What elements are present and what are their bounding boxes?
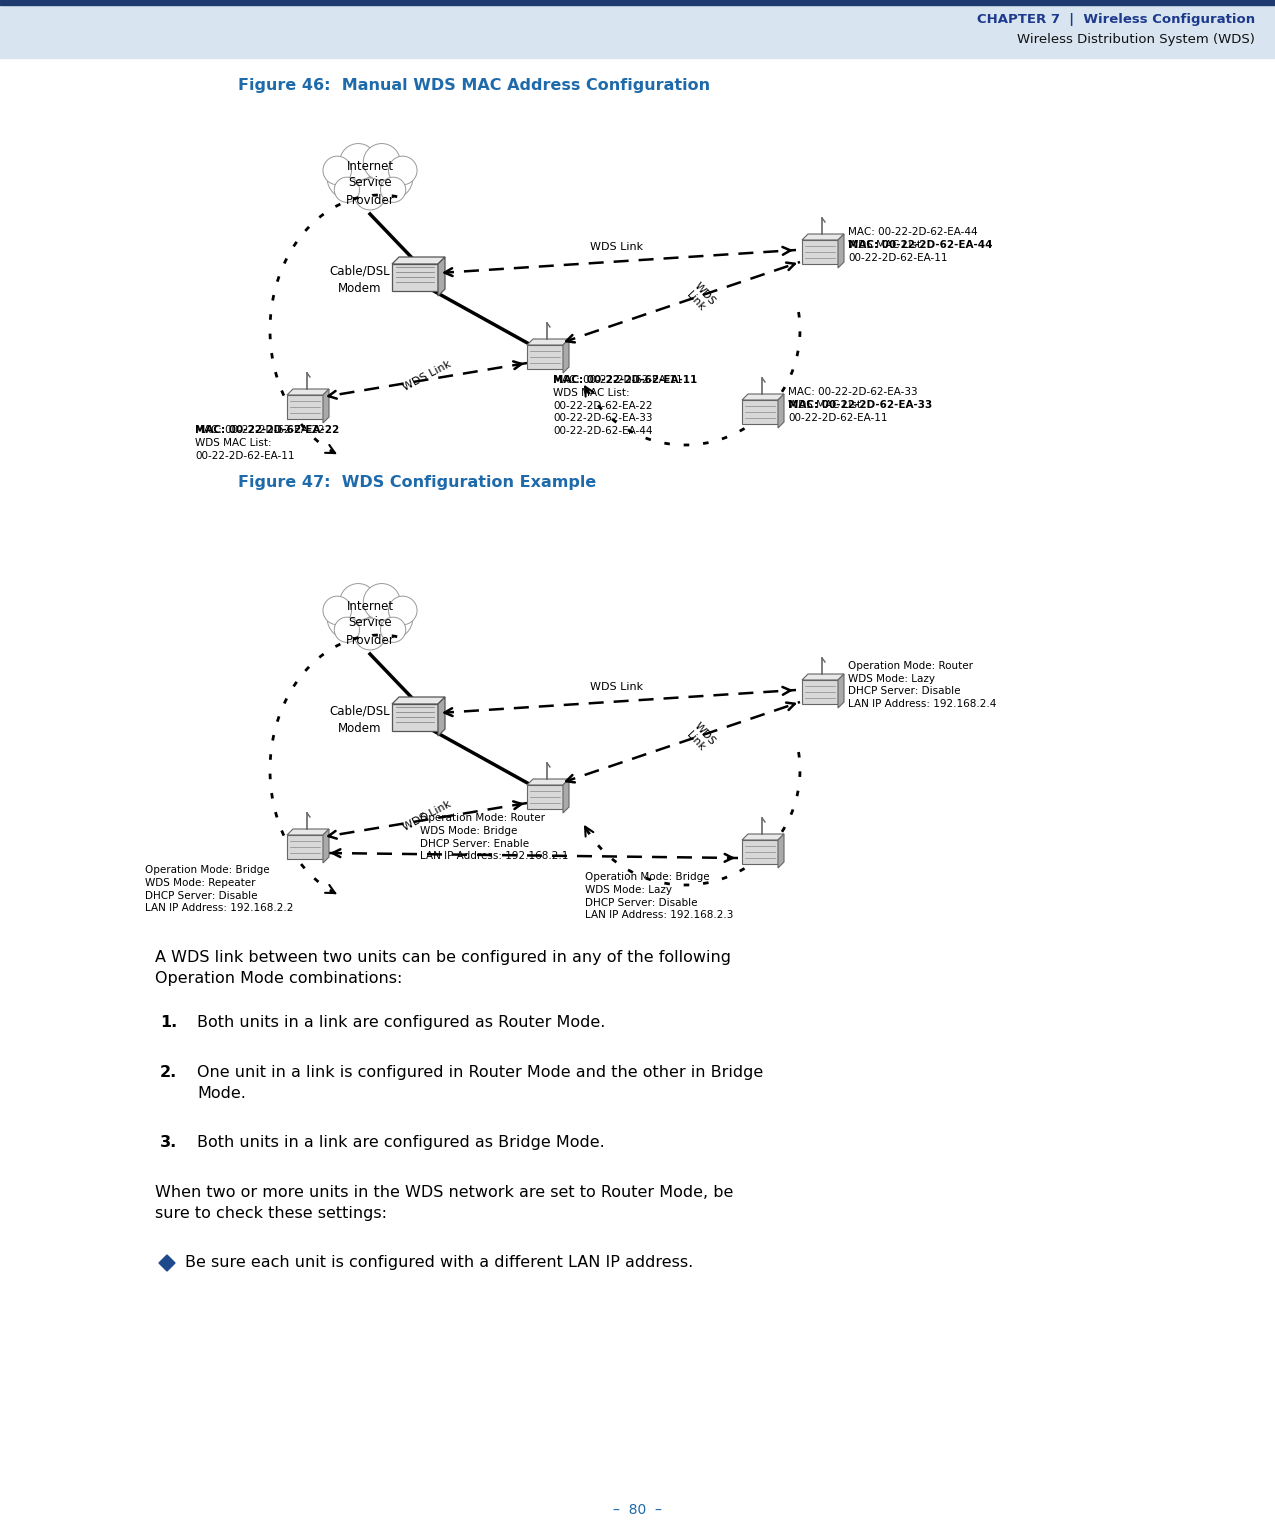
Text: MAC: 00-22-2D-62-EA-11
WDS MAC List:
00-22-2D-62-EA-22
00-22-2D-62-EA-33
00-22-2: MAC: 00-22-2D-62-EA-11 WDS MAC List: 00-… xyxy=(553,375,682,437)
Text: MAC: 00-22-2D-62-EA-22
WDS MAC List:
00-22-2D-62-EA-11: MAC: 00-22-2D-62-EA-22 WDS MAC List: 00-… xyxy=(195,424,325,461)
Polygon shape xyxy=(838,674,844,708)
Polygon shape xyxy=(439,697,445,735)
Text: 2.: 2. xyxy=(159,1065,177,1080)
Bar xyxy=(0,0,1275,58)
Text: Figure 47:  WDS Configuration Example: Figure 47: WDS Configuration Example xyxy=(238,475,597,490)
Text: 3.: 3. xyxy=(159,1135,177,1151)
Circle shape xyxy=(328,156,370,199)
Circle shape xyxy=(334,178,360,202)
Text: WDS
Link: WDS Link xyxy=(683,722,717,755)
Circle shape xyxy=(339,584,376,620)
Circle shape xyxy=(354,178,386,210)
Text: One unit in a link is configured in Router Mode and the other in Bridge
Mode.: One unit in a link is configured in Rout… xyxy=(198,1065,764,1102)
Bar xyxy=(0,0,1275,5)
Text: Figure 46:  Manual WDS MAC Address Configuration: Figure 46: Manual WDS MAC Address Config… xyxy=(238,78,710,93)
Text: WDS Link: WDS Link xyxy=(402,800,453,833)
Polygon shape xyxy=(564,339,569,372)
Text: When two or more units in the WDS network are set to Router Mode, be
sure to che: When two or more units in the WDS networ… xyxy=(156,1184,733,1221)
Polygon shape xyxy=(287,829,329,835)
Text: MAC: 00-22-2D-62-EA-11: MAC: 00-22-2D-62-EA-11 xyxy=(553,375,697,385)
Polygon shape xyxy=(391,257,445,264)
FancyBboxPatch shape xyxy=(391,264,439,291)
Text: A WDS link between two units can be configured in any of the following
Operation: A WDS link between two units can be conf… xyxy=(156,950,731,987)
Circle shape xyxy=(334,617,360,642)
Polygon shape xyxy=(527,339,569,345)
Text: WDS Link: WDS Link xyxy=(590,242,644,251)
Circle shape xyxy=(323,596,352,625)
Text: WDS Link: WDS Link xyxy=(402,358,453,392)
FancyBboxPatch shape xyxy=(527,345,564,369)
Text: CHAPTER 7  |  Wireless Configuration: CHAPTER 7 | Wireless Configuration xyxy=(977,14,1255,26)
Polygon shape xyxy=(564,778,569,813)
Circle shape xyxy=(339,144,376,181)
FancyBboxPatch shape xyxy=(287,395,323,418)
Text: Operation Mode: Router
WDS Mode: Bridge
DHCP Server: Enable
LAN IP Address: 192.: Operation Mode: Router WDS Mode: Bridge … xyxy=(419,813,569,861)
FancyBboxPatch shape xyxy=(742,400,778,424)
Polygon shape xyxy=(838,234,844,268)
FancyBboxPatch shape xyxy=(527,784,564,809)
Text: Cable/DSL
Modem: Cable/DSL Modem xyxy=(330,705,390,735)
Text: –  80  –: – 80 – xyxy=(612,1503,662,1517)
Circle shape xyxy=(344,590,397,642)
Circle shape xyxy=(380,178,405,202)
Circle shape xyxy=(344,150,397,202)
Polygon shape xyxy=(742,394,784,400)
Text: 1.: 1. xyxy=(159,1016,177,1030)
Text: Operation Mode: Router
WDS Mode: Lazy
DHCP Server: Disable
LAN IP Address: 192.1: Operation Mode: Router WDS Mode: Lazy DH… xyxy=(848,660,996,709)
Text: Operation Mode: Bridge
WDS Mode: Repeater
DHCP Server: Disable
LAN IP Address: 1: Operation Mode: Bridge WDS Mode: Repeate… xyxy=(145,866,293,913)
Polygon shape xyxy=(159,1255,175,1272)
Polygon shape xyxy=(287,389,329,395)
Circle shape xyxy=(389,156,417,185)
Text: Cable/DSL
Modem: Cable/DSL Modem xyxy=(330,265,390,296)
Text: Be sure each unit is configured with a different LAN IP address.: Be sure each unit is configured with a d… xyxy=(185,1255,694,1270)
Circle shape xyxy=(363,584,400,620)
Circle shape xyxy=(328,597,370,639)
Circle shape xyxy=(323,156,352,185)
Text: MAC: 00-22-2D-62-EA-44: MAC: 00-22-2D-62-EA-44 xyxy=(848,241,992,250)
Text: MAC: 00-22-2D-62-EA-44
WDS MAC List:
00-22-2D-62-EA-11: MAC: 00-22-2D-62-EA-44 WDS MAC List: 00-… xyxy=(848,227,978,264)
Text: MAC: 00-22-2D-62-EA-33
WDS MAC List:
00-22-2D-62-EA-11: MAC: 00-22-2D-62-EA-33 WDS MAC List: 00-… xyxy=(788,388,918,423)
Text: MAC: 00-22-2D-62-EA-22: MAC: 00-22-2D-62-EA-22 xyxy=(195,424,339,435)
Circle shape xyxy=(371,156,413,199)
Text: Internet
Service
Provider: Internet Service Provider xyxy=(346,599,394,647)
Circle shape xyxy=(354,617,386,650)
Polygon shape xyxy=(742,833,784,840)
FancyBboxPatch shape xyxy=(802,241,838,264)
Polygon shape xyxy=(527,778,569,784)
Circle shape xyxy=(371,597,413,639)
Polygon shape xyxy=(439,257,445,296)
Polygon shape xyxy=(323,389,329,423)
Circle shape xyxy=(389,596,417,625)
Circle shape xyxy=(380,617,405,642)
Text: Both units in a link are configured as Bridge Mode.: Both units in a link are configured as B… xyxy=(198,1135,604,1151)
Text: Wireless Distribution System (WDS): Wireless Distribution System (WDS) xyxy=(1017,34,1255,46)
Polygon shape xyxy=(391,697,445,705)
Polygon shape xyxy=(802,674,844,680)
Polygon shape xyxy=(778,833,784,869)
FancyBboxPatch shape xyxy=(802,680,838,705)
Text: Internet
Service
Provider: Internet Service Provider xyxy=(346,159,394,207)
Circle shape xyxy=(363,144,400,181)
Polygon shape xyxy=(778,394,784,427)
Text: MAC: 00-22-2D-62-EA-33: MAC: 00-22-2D-62-EA-33 xyxy=(788,400,932,411)
FancyBboxPatch shape xyxy=(391,705,439,731)
Polygon shape xyxy=(323,829,329,863)
Polygon shape xyxy=(802,234,844,241)
Text: WDS
Link: WDS Link xyxy=(683,280,717,316)
FancyBboxPatch shape xyxy=(742,840,778,864)
Text: Operation Mode: Bridge
WDS Mode: Lazy
DHCP Server: Disable
LAN IP Address: 192.1: Operation Mode: Bridge WDS Mode: Lazy DH… xyxy=(585,872,733,921)
Text: Both units in a link are configured as Router Mode.: Both units in a link are configured as R… xyxy=(198,1016,606,1030)
FancyBboxPatch shape xyxy=(287,835,323,859)
Text: WDS Link: WDS Link xyxy=(590,682,644,692)
